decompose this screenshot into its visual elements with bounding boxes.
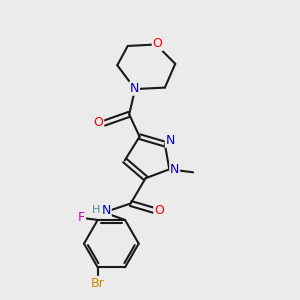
Text: N: N [170,163,179,176]
Text: O: O [94,116,103,129]
Text: O: O [152,38,162,50]
Text: F: F [78,212,85,224]
Text: Br: Br [91,277,105,290]
Text: N: N [130,82,139,95]
Text: N: N [102,203,111,217]
Text: O: O [154,204,164,218]
Text: H: H [92,205,100,215]
Text: N: N [166,134,175,147]
